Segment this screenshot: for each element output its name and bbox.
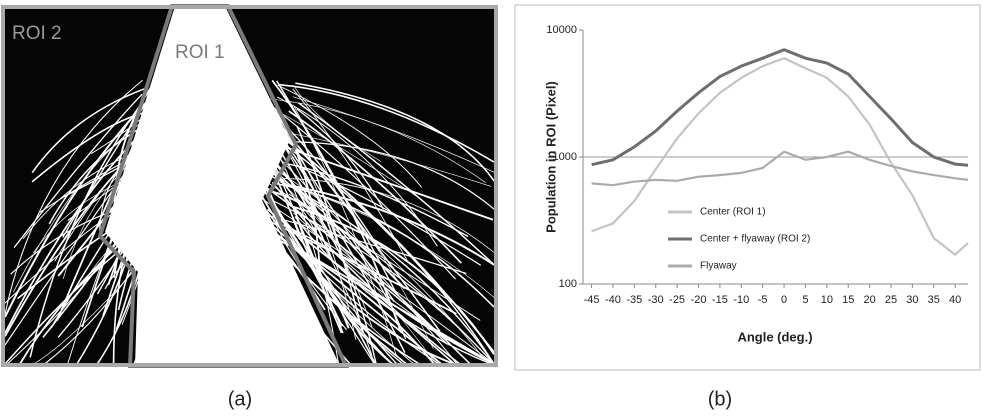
series-line <box>591 48 969 167</box>
roi-label: ROI 2 <box>12 23 62 44</box>
x-tick-label: -35 <box>626 294 642 306</box>
series-line <box>591 150 969 187</box>
fiber <box>250 211 457 315</box>
x-tick-label: 35 <box>928 294 940 306</box>
fiber <box>271 181 495 308</box>
x-tick-label: -30 <box>648 294 664 306</box>
x-tick-label: -5 <box>758 294 768 306</box>
fiber <box>276 141 495 210</box>
fiber <box>13 93 143 249</box>
fiber <box>265 180 481 321</box>
fiber <box>276 96 438 247</box>
x-tick-label: -40 <box>605 294 621 306</box>
roi2-outline <box>1 5 498 367</box>
fiber <box>279 83 495 163</box>
fiber <box>31 110 152 183</box>
fiber <box>29 102 143 358</box>
x-tick-label: -20 <box>691 294 707 306</box>
x-tick-label: 10 <box>821 294 833 306</box>
fiber <box>277 84 423 188</box>
fiber <box>293 85 382 162</box>
x-tick-label: 30 <box>906 294 918 306</box>
fiber <box>292 96 495 173</box>
y-tick-label: 1000 <box>553 151 577 163</box>
legend-label: Center (ROI 1) <box>700 207 766 218</box>
hair-cone <box>105 6 340 366</box>
x-tick-label: 0 <box>781 294 787 306</box>
fiber <box>296 125 364 334</box>
fiber <box>4 79 143 315</box>
fiber <box>31 88 145 174</box>
fiber <box>259 181 471 365</box>
y-tick-label: 10000 <box>546 24 577 36</box>
fiber <box>260 212 467 275</box>
y-tick-label: 100 <box>559 278 577 290</box>
x-tick-label: -25 <box>669 294 685 306</box>
caption: (a) <box>228 388 252 410</box>
fiber <box>298 102 495 266</box>
x-tick-label: 40 <box>949 294 961 306</box>
chart-frame <box>514 4 981 371</box>
roi-label: ROI 1 <box>175 42 225 63</box>
fiber <box>271 79 402 333</box>
x-tick-label: -10 <box>733 294 749 306</box>
x-axis-label: Angle (deg.) <box>737 329 812 344</box>
x-tick-label: -45 <box>584 294 600 306</box>
fiber <box>275 176 437 365</box>
legend-label: Center + flyaway (ROI 2) <box>700 234 810 245</box>
x-tick-label: -15 <box>712 294 728 306</box>
fiber <box>296 165 482 266</box>
y-axis-label: Population in ROI (Pixel) <box>543 81 558 233</box>
series-line <box>591 57 969 257</box>
caption: (b) <box>708 388 732 410</box>
fiber <box>257 117 495 353</box>
legend-label: Flyaway <box>700 261 737 272</box>
x-tick-label: 20 <box>863 294 875 306</box>
fiber <box>278 213 377 365</box>
x-tick-label: 15 <box>842 294 854 306</box>
x-tick-label: 25 <box>885 294 897 306</box>
x-tick-label: 5 <box>802 294 808 306</box>
fiber <box>295 82 495 182</box>
fiber <box>283 178 495 253</box>
